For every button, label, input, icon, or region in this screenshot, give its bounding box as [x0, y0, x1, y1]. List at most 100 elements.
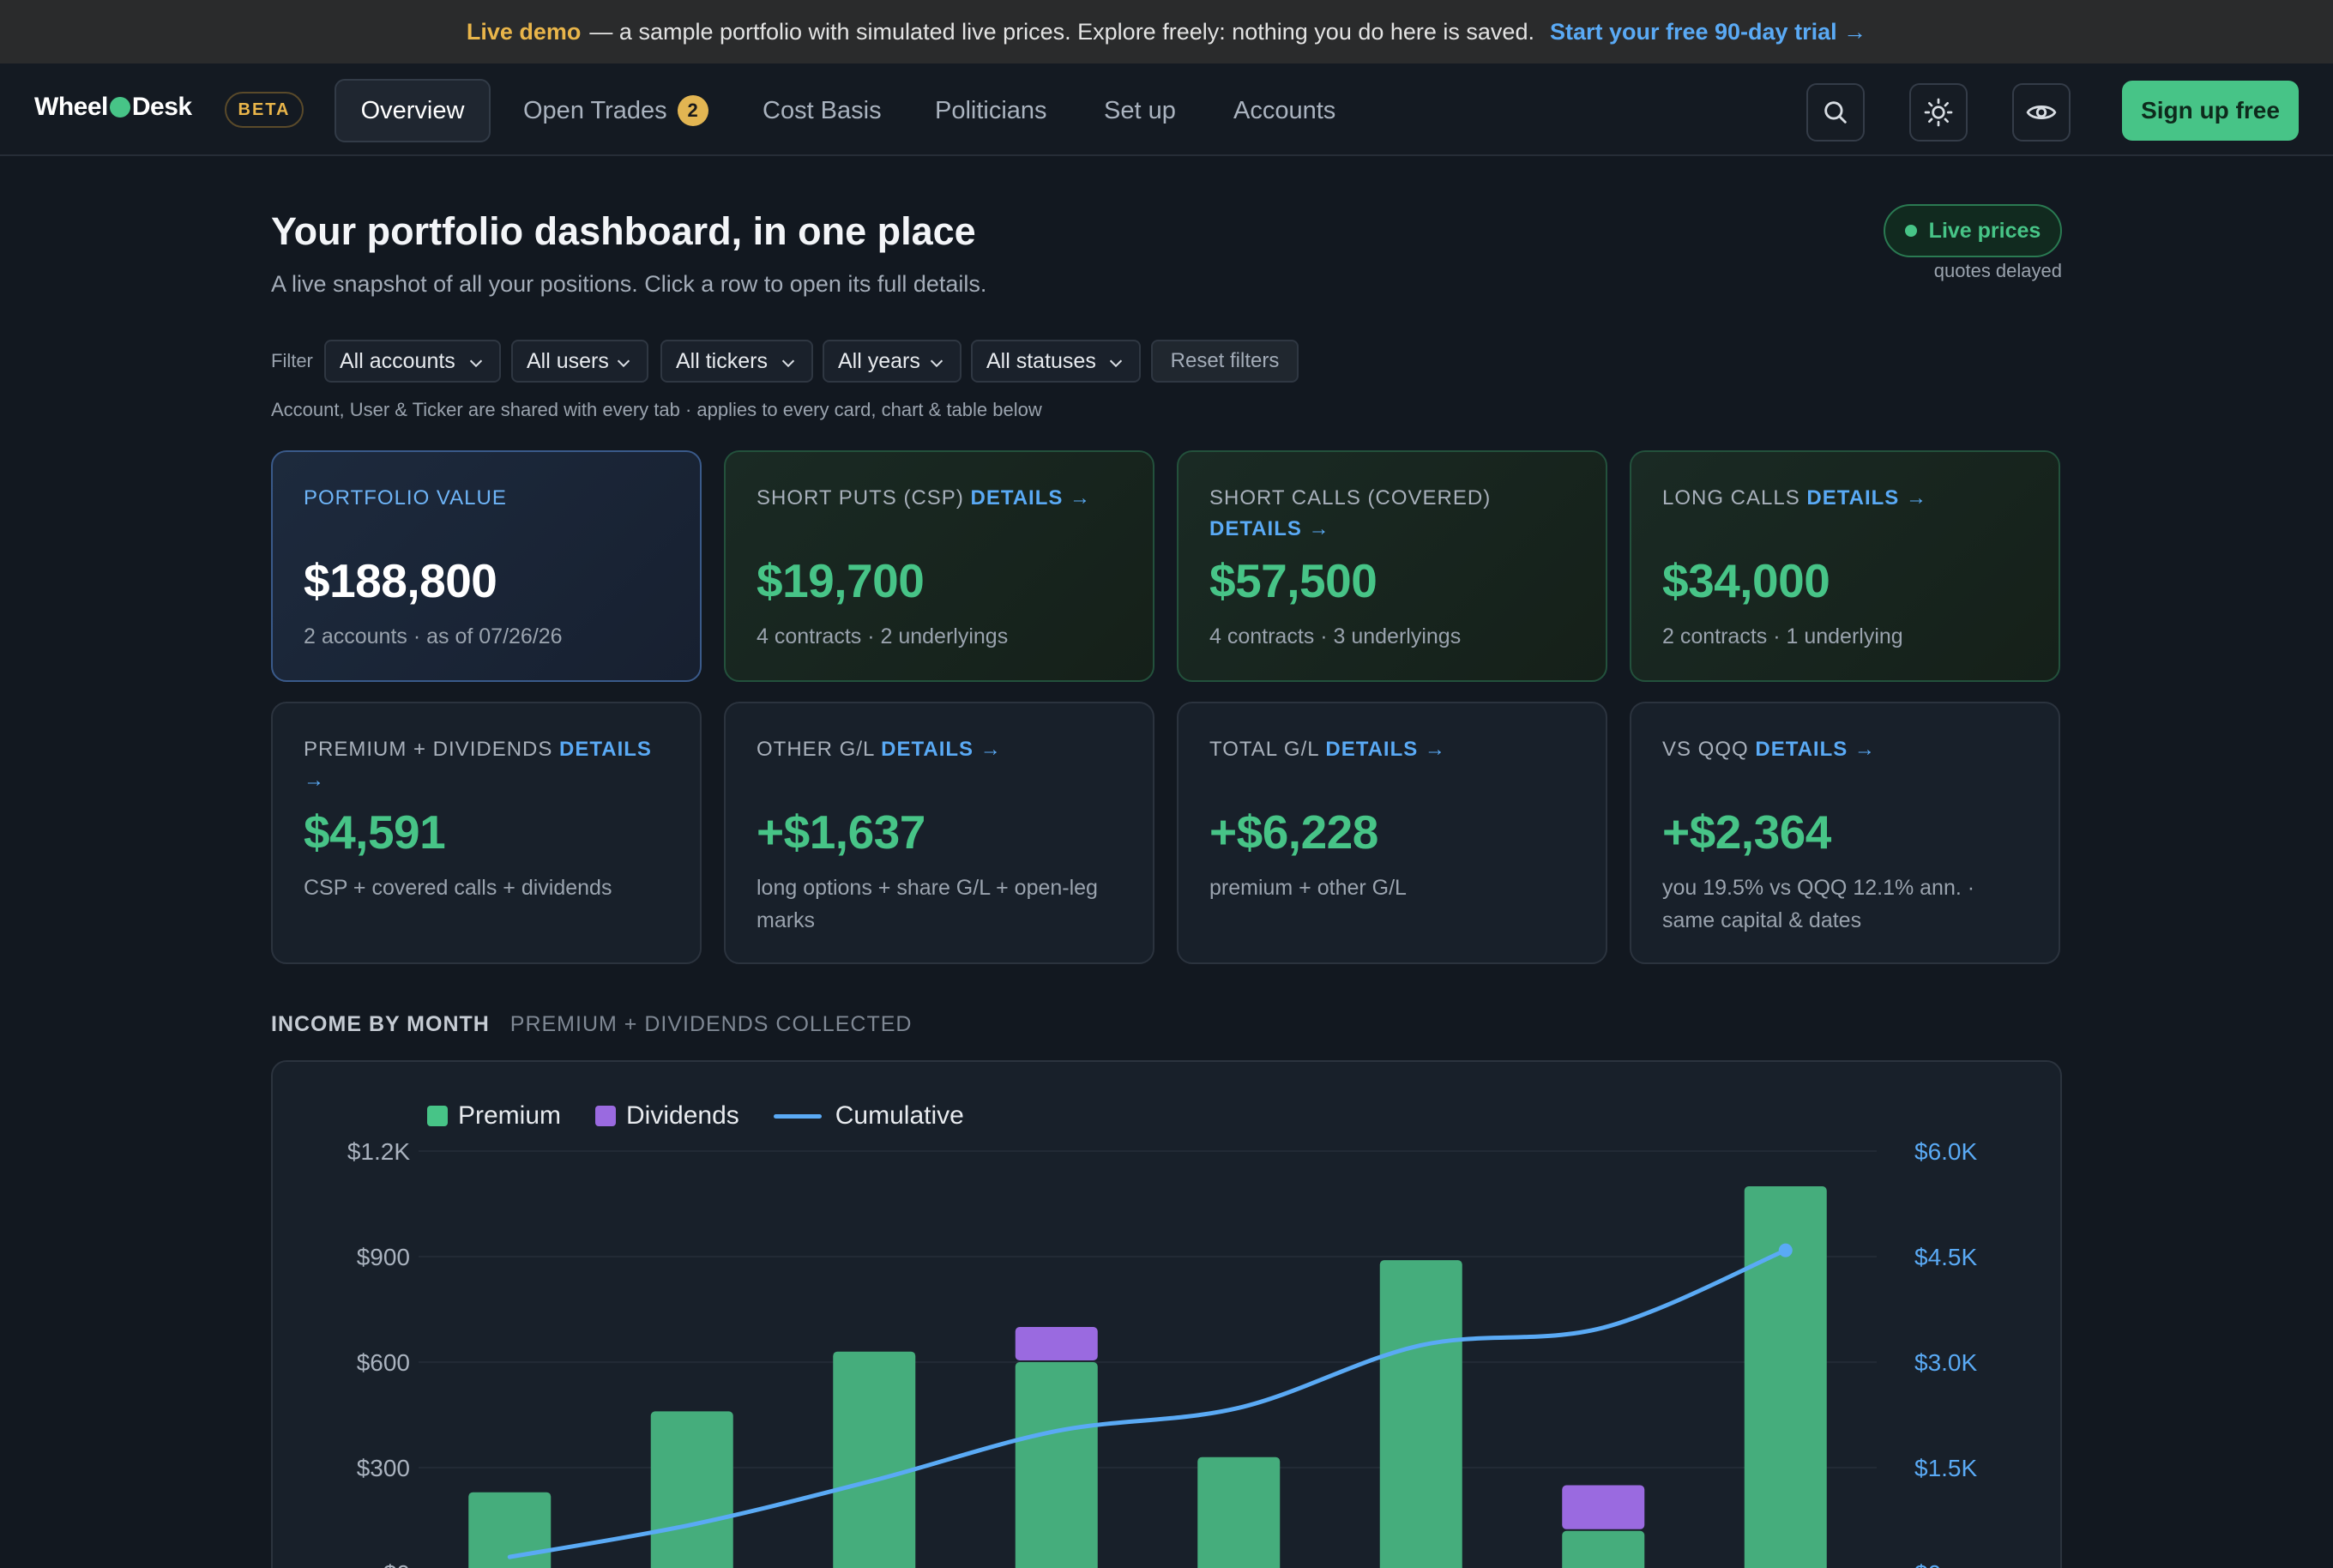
premium-bar	[1379, 1260, 1462, 1568]
y-left-tick-label: $600	[357, 1349, 410, 1376]
long-calls-card[interactable]: LONG CALLS DETAILS → $34,000 2 contracts…	[1630, 450, 2060, 682]
banner-text: — a sample portfolio with simulated live…	[589, 18, 1534, 45]
premium-bar	[650, 1411, 733, 1568]
eye-icon	[2026, 106, 2057, 119]
search-button[interactable]	[1806, 83, 1865, 142]
short-calls-card[interactable]: SHORT CALLS (COVERED) DETAILS → $57,500 4…	[1177, 450, 1607, 682]
cumulative-endpoint	[1778, 1243, 1793, 1257]
premium-bar	[468, 1492, 552, 1568]
select-value: All accounts	[340, 348, 455, 373]
dividend-bar	[1562, 1485, 1645, 1529]
income-title: INCOME BY MONTH	[271, 1012, 490, 1036]
banner-highlight: Live demo	[466, 18, 582, 45]
trial-link[interactable]: Start your free 90-day trial →	[1549, 18, 1867, 45]
card-subtext: 4 contracts · 3 underlyings	[1209, 624, 1462, 648]
tab-open-trades[interactable]: Open Trades 2	[523, 79, 708, 142]
card-value: $57,500	[1209, 554, 1377, 607]
open-trades-count-badge: 2	[677, 95, 708, 126]
y-right-tick-label: $6.0K	[1914, 1138, 1977, 1165]
card-label: SHORT CALLS (COVERED)	[1209, 486, 1492, 510]
privacy-toggle-button[interactable]	[2012, 83, 2071, 142]
cumulative-line-swatch	[773, 1113, 822, 1119]
card-value: +$6,228	[1209, 805, 1378, 859]
theme-toggle-button[interactable]	[1909, 83, 1968, 142]
card-label: PREMIUM + DIVIDENDS	[304, 738, 553, 761]
card-subtext: CSP + covered calls + dividends	[304, 876, 612, 900]
y-right-tick-label: $4.5K	[1914, 1244, 1977, 1270]
tab-accounts[interactable]: Accounts	[1233, 79, 1335, 142]
dividend-bar	[1015, 1327, 1098, 1360]
legend-item-dividends[interactable]: Dividends	[595, 1101, 739, 1131]
details-link[interactable]: DETAILS →	[881, 738, 1002, 761]
premium-dividends-card[interactable]: PREMIUM + DIVIDENDS DETAILS → $4,591 CSP…	[271, 702, 702, 964]
legend-item-premium[interactable]: Premium	[427, 1101, 561, 1131]
details-link[interactable]: DETAILS →	[970, 486, 1092, 510]
card-value: $4,591	[304, 805, 446, 859]
sign-up-button[interactable]: Sign up free	[2122, 81, 2299, 141]
income-chart-panel: Premium Dividends Cumulative $0$300$600$…	[271, 1060, 2062, 1568]
tab-label: Accounts	[1233, 96, 1336, 124]
tab-set-up[interactable]: Set up	[1104, 79, 1176, 142]
card-subtext: 4 contracts · 2 underlyings	[757, 624, 1009, 648]
filter-label: Filter	[271, 350, 313, 371]
tab-politicians[interactable]: Politicians	[935, 79, 1047, 142]
chevron-down-icon	[781, 359, 795, 368]
card-label: TOTAL G/L	[1209, 738, 1319, 761]
card-subtext: you 19.5% vs QQQ 12.1% ann. · same capit…	[1662, 876, 1975, 932]
year-filter-select[interactable]: All years	[823, 340, 962, 383]
tab-overview[interactable]: Overview	[335, 79, 491, 142]
details-link[interactable]: DETAILS →	[1806, 486, 1927, 510]
logo-text-right: Desk	[131, 93, 192, 121]
card-label: VS QQQ	[1662, 738, 1749, 761]
card-label: PORTFOLIO VALUE	[304, 486, 507, 510]
legend-label: Premium	[458, 1101, 562, 1130]
income-subtitle: PREMIUM + DIVIDENDS COLLECTED	[509, 1012, 913, 1036]
status-filter-select[interactable]: All statuses	[971, 340, 1141, 383]
premium-bar	[833, 1351, 916, 1568]
card-value: +$1,637	[757, 805, 925, 859]
reset-filters-button[interactable]: Reset filters	[1151, 340, 1299, 383]
sun-icon	[1924, 98, 1953, 127]
premium-bar	[1744, 1186, 1827, 1568]
other-gl-card[interactable]: OTHER G/L DETAILS → +$1,637 long options…	[724, 702, 1154, 964]
card-value: +$2,364	[1662, 805, 1831, 859]
income-section-title: INCOME BY MONTH PREMIUM + DIVIDENDS COLL…	[271, 1012, 912, 1037]
live-dot-icon	[1904, 225, 1917, 237]
logo-text-left: Wheel	[34, 93, 108, 121]
premium-swatch	[427, 1106, 448, 1126]
page-title: Your portfolio dashboard, in one place	[271, 209, 976, 253]
logo[interactable]: Wheel Desk	[34, 93, 192, 122]
tab-label: Open Trades	[523, 96, 667, 124]
legend-item-cumulative[interactable]: Cumulative	[773, 1101, 964, 1131]
details-link[interactable]: DETAILS →	[1755, 738, 1876, 761]
quotes-delayed-note: quotes delayed	[1933, 260, 2062, 281]
user-filter-select[interactable]: All users	[511, 340, 648, 383]
account-filter-select[interactable]: All accounts	[324, 340, 501, 383]
vs-qqq-card[interactable]: VS QQQ DETAILS → +$2,364 you 19.5% vs QQ…	[1630, 702, 2060, 964]
details-link[interactable]: DETAILS →	[1209, 517, 1330, 540]
premium-bar	[1197, 1456, 1281, 1568]
tab-label: Overview	[360, 96, 465, 124]
chevron-down-icon	[469, 359, 483, 368]
card-label: SHORT PUTS (CSP)	[757, 486, 964, 510]
top-nav: Wheel Desk BETA Overview Open Trades 2 C…	[0, 63, 2333, 156]
details-link[interactable]: DETAILS →	[304, 738, 652, 792]
chart-legend: Premium Dividends Cumulative	[427, 1101, 998, 1131]
details-link[interactable]: DETAILS →	[1325, 738, 1446, 761]
ticker-filter-select[interactable]: All tickers	[660, 340, 813, 383]
search-icon	[1824, 101, 1847, 124]
premium-bar	[1562, 1530, 1645, 1568]
short-puts-card[interactable]: SHORT PUTS (CSP) DETAILS → $19,700 4 con…	[724, 450, 1154, 682]
legend-label: Cumulative	[835, 1101, 964, 1130]
logo-dot-icon	[109, 97, 130, 118]
tab-cost-basis[interactable]: Cost Basis	[763, 79, 882, 142]
select-value: All statuses	[986, 348, 1096, 373]
card-subtext: 2 contracts · 1 underlying	[1662, 624, 1903, 648]
y-right-tick-label: $3.0K	[1914, 1349, 1977, 1376]
y-left-tick-label: $0	[383, 1560, 410, 1568]
chevron-down-icon	[617, 359, 630, 368]
portfolio-value-card[interactable]: PORTFOLIO VALUE $188,800 2 accounts · as…	[271, 450, 702, 682]
total-gl-card[interactable]: TOTAL G/L DETAILS → +$6,228 premium + ot…	[1177, 702, 1607, 964]
live-prices-label: Live prices	[1928, 218, 2041, 243]
card-subtext: 2 accounts · as of 07/26/26	[304, 624, 563, 648]
